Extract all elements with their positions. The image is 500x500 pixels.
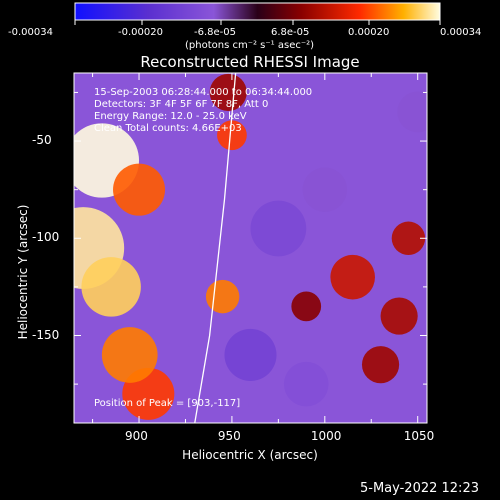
image-source-11 [361,346,400,384]
image-source-3 [113,163,166,216]
colorbar-tick-label: -6.8e-05 [194,27,236,38]
colorbar-tick-label: -0.00034 [8,27,53,38]
image-source-15 [224,328,277,381]
colorbar-tick-label: 6.8e-05 [271,27,310,38]
chart-title: Reconstructed RHESSI Image [140,53,360,71]
energy-range-annotation: Energy Range: 12.0 - 25.0 keV [94,111,247,122]
plot-frame [73,72,428,424]
image-source-8 [209,73,247,112]
y-tick-label: -150 [32,327,60,342]
y-tick-label: -50 [32,133,52,148]
peak-position-annotation: Position of Peak = [903,-117] [94,398,241,409]
footer-date: 5-May-2022 12:23 [360,481,479,496]
colorbar-unit-label: (photons cm⁻² s⁻¹ asec⁻²) [185,40,315,51]
x-tick-label: 900 [125,429,148,443]
time-range-annotation: 15-Sep-2003 06:28:44.000 to 06:34:44.000 [94,87,313,98]
method-counts-annotation: Clean Total counts: 4.66E+03 [94,123,242,134]
y-axis-label: Heliocentric Y (arcsec) [16,204,30,340]
image-source-7 [205,279,240,314]
image-source-9 [330,254,375,300]
axis-ticks [74,73,427,423]
image-source-18 [397,91,427,133]
x-tick-label: 1000 [310,429,342,443]
image-source-5 [101,327,158,383]
y-tick-label: -100 [32,230,60,245]
colorbar-tick-label: 0.00034 [440,27,482,38]
colorbar-tick-label: 0.00020 [348,27,390,38]
image-source-2 [81,257,141,317]
colorbar-tick-label: -0.00020 [118,27,163,38]
colorbar-ticks [74,20,441,25]
detectors-annotation: Detectors: 3F 4F 5F 6F 7F 8F, Att 0 [94,99,269,110]
image-source-14 [250,200,307,257]
x-tick-label: 950 [217,429,241,443]
image-source-10 [391,221,426,255]
image-source-16 [302,167,348,212]
image-source-6 [217,120,247,151]
colorbar-gradient [74,2,441,21]
image-source-17 [283,361,329,407]
x-axis-label: Heliocentric X (arcsec) [182,448,318,462]
sources-layer [74,73,427,420]
image-source-12 [291,291,322,322]
image-source-13 [380,297,418,335]
x-tick-label: 1050 [403,429,435,443]
solar-limb-line [194,73,237,423]
